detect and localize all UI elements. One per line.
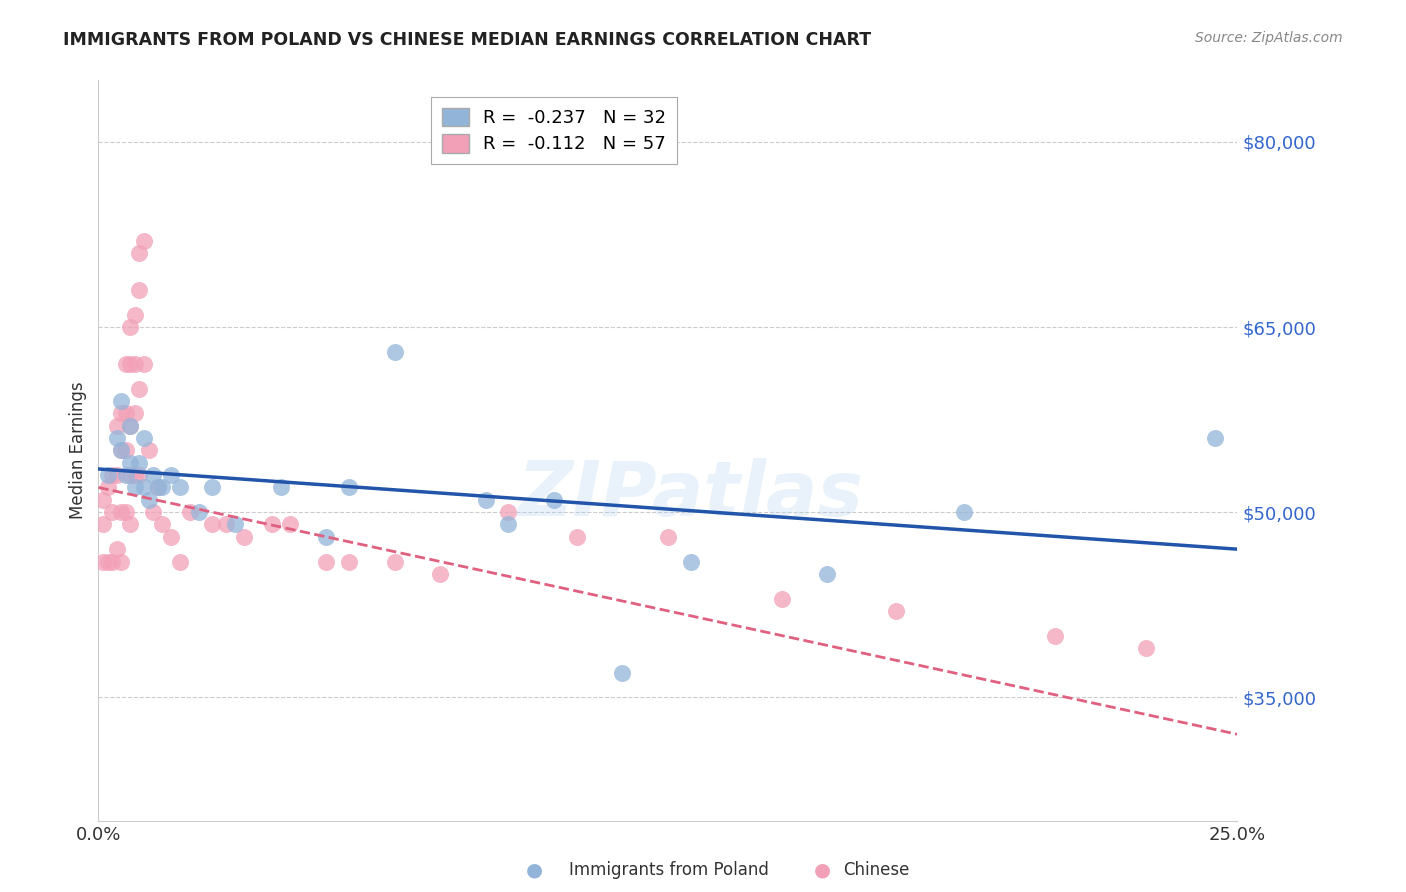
Point bbox=[110, 443, 132, 458]
Point bbox=[138, 492, 160, 507]
Text: ZIPatlas: ZIPatlas bbox=[517, 458, 863, 532]
Point bbox=[657, 530, 679, 544]
Point bbox=[124, 407, 146, 421]
Point bbox=[124, 468, 146, 483]
Point bbox=[110, 505, 132, 519]
Point bbox=[543, 492, 565, 507]
Y-axis label: Median Earnings: Median Earnings bbox=[69, 382, 87, 519]
Point bbox=[96, 480, 118, 494]
Point bbox=[124, 308, 146, 322]
Point bbox=[101, 505, 124, 519]
Point bbox=[96, 468, 118, 483]
Point bbox=[953, 505, 976, 519]
Point bbox=[679, 555, 702, 569]
Point bbox=[315, 530, 337, 544]
Point bbox=[128, 456, 150, 470]
Point bbox=[114, 443, 136, 458]
Point bbox=[120, 357, 142, 371]
Point bbox=[110, 555, 132, 569]
Point bbox=[120, 517, 142, 532]
Point bbox=[1043, 628, 1066, 642]
Point bbox=[278, 517, 301, 532]
Point bbox=[132, 234, 155, 248]
Point bbox=[384, 555, 406, 569]
Point bbox=[105, 468, 128, 483]
Point bbox=[91, 517, 114, 532]
Point bbox=[215, 517, 238, 532]
Point bbox=[429, 566, 451, 581]
Point bbox=[1204, 431, 1226, 445]
Point bbox=[120, 418, 142, 433]
Point bbox=[260, 517, 283, 532]
Point bbox=[124, 357, 146, 371]
Point bbox=[201, 517, 224, 532]
Point bbox=[201, 480, 224, 494]
Point bbox=[101, 468, 124, 483]
Point bbox=[110, 394, 132, 409]
Point bbox=[169, 555, 191, 569]
Point bbox=[142, 468, 165, 483]
Point bbox=[142, 505, 165, 519]
Point bbox=[114, 468, 136, 483]
Text: ●: ● bbox=[526, 860, 543, 880]
Point bbox=[114, 357, 136, 371]
Point bbox=[132, 357, 155, 371]
Text: Source: ZipAtlas.com: Source: ZipAtlas.com bbox=[1195, 31, 1343, 45]
Point bbox=[884, 604, 907, 618]
Point bbox=[146, 480, 169, 494]
Point bbox=[160, 530, 183, 544]
Point bbox=[233, 530, 256, 544]
Point bbox=[124, 480, 146, 494]
Point bbox=[498, 505, 520, 519]
Point bbox=[128, 468, 150, 483]
Point bbox=[120, 468, 142, 483]
Point bbox=[101, 555, 124, 569]
Point bbox=[337, 480, 360, 494]
Point bbox=[105, 431, 128, 445]
Point bbox=[120, 418, 142, 433]
Point bbox=[384, 344, 406, 359]
Point bbox=[160, 468, 183, 483]
Legend: R =  -0.237   N = 32, R =  -0.112   N = 57: R = -0.237 N = 32, R = -0.112 N = 57 bbox=[430, 96, 678, 164]
Text: Immigrants from Poland: Immigrants from Poland bbox=[569, 861, 769, 879]
Point bbox=[105, 418, 128, 433]
Point bbox=[224, 517, 246, 532]
Point bbox=[105, 542, 128, 557]
Point bbox=[474, 492, 496, 507]
Point bbox=[128, 246, 150, 260]
Point bbox=[132, 480, 155, 494]
Point bbox=[187, 505, 209, 519]
Text: ●: ● bbox=[814, 860, 831, 880]
Point bbox=[132, 431, 155, 445]
Point bbox=[565, 530, 588, 544]
Point bbox=[150, 517, 173, 532]
Point bbox=[128, 382, 150, 396]
Point bbox=[169, 480, 191, 494]
Point bbox=[179, 505, 201, 519]
Text: IMMIGRANTS FROM POLAND VS CHINESE MEDIAN EARNINGS CORRELATION CHART: IMMIGRANTS FROM POLAND VS CHINESE MEDIAN… bbox=[63, 31, 872, 49]
Point bbox=[114, 505, 136, 519]
Point bbox=[270, 480, 292, 494]
Point bbox=[815, 566, 838, 581]
Point bbox=[128, 283, 150, 297]
Point bbox=[138, 443, 160, 458]
Point bbox=[91, 555, 114, 569]
Point bbox=[120, 456, 142, 470]
Point bbox=[612, 665, 634, 680]
Point bbox=[120, 320, 142, 334]
Point bbox=[498, 517, 520, 532]
Point bbox=[1135, 640, 1157, 655]
Point bbox=[315, 555, 337, 569]
Point bbox=[146, 480, 169, 494]
Point bbox=[114, 407, 136, 421]
Point bbox=[110, 407, 132, 421]
Point bbox=[91, 492, 114, 507]
Point bbox=[150, 480, 173, 494]
Text: Chinese: Chinese bbox=[844, 861, 910, 879]
Point bbox=[110, 443, 132, 458]
Point bbox=[770, 591, 793, 606]
Point bbox=[337, 555, 360, 569]
Point bbox=[96, 555, 118, 569]
